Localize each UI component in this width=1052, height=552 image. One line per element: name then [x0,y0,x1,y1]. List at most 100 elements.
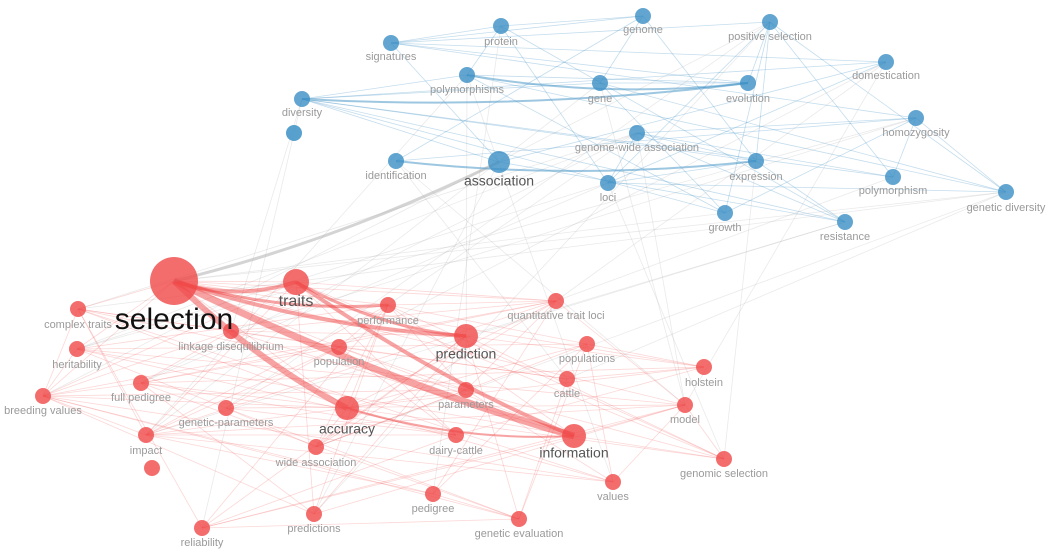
node [562,424,586,448]
node [579,336,595,352]
edge [338,61,887,348]
node [133,375,149,391]
node-label: signatures [366,51,417,63]
edge [346,407,725,460]
node [70,301,86,317]
node-label: growth [708,222,741,234]
edge [755,21,771,162]
edge [586,343,705,368]
edge [466,74,1007,193]
node-label: reliability [181,537,224,549]
edge [225,404,686,409]
edge [755,160,846,223]
edge [145,407,348,436]
edge [301,98,500,163]
node-label: protein [484,36,518,48]
node-label: traits [279,293,314,310]
node [448,427,464,443]
node-label: polymorphisms [430,84,504,96]
edge [173,191,1007,282]
edge [636,132,846,223]
node [283,269,309,295]
node [605,474,621,490]
edge [915,117,1007,193]
edge [599,82,726,214]
node-label: cattle [554,388,580,400]
edge [145,434,614,483]
node-label: information [539,445,608,461]
edge [500,25,846,223]
node-label: gene [588,93,612,105]
node [740,75,756,91]
edge [173,280,389,306]
edge [145,346,340,436]
edge [724,21,771,214]
node-label: full pedigree [111,392,171,404]
edge [173,280,557,302]
edge [301,98,757,162]
strong-edge [294,280,575,438]
node [35,388,51,404]
node [635,8,651,24]
edge [636,132,757,162]
node [335,396,359,420]
edge [77,308,348,409]
edge [201,434,457,529]
edge [315,335,467,448]
node [998,184,1014,200]
edge [395,15,644,162]
node-label: performance [357,315,419,327]
edge [313,335,467,515]
node [885,169,901,185]
node [717,205,733,221]
edge [295,281,315,515]
node [837,214,853,230]
edge [338,346,467,391]
edge [76,348,227,409]
node-label: values [597,491,629,503]
edge [599,15,644,84]
edge [145,221,846,436]
node [331,339,347,355]
edge [313,161,500,515]
node-label: heritability [52,359,102,371]
edge [390,25,502,44]
edge [201,404,686,529]
node-label: genetic diversity [967,202,1046,214]
edge [301,74,468,100]
node [308,439,324,455]
node-label: linkage disequilibrium [178,341,283,353]
edge [76,117,917,350]
node [380,297,396,313]
node-label: genome-wide association [575,142,699,154]
edge [140,382,457,436]
node [511,511,527,527]
node-label: wide association [275,457,357,469]
edge [432,300,557,495]
strong-edge [301,82,749,104]
edge [315,191,1007,448]
edge [42,395,315,515]
edge [77,308,147,436]
edge [498,161,846,223]
edge [573,435,725,460]
node-label: genetic evaluation [475,528,564,540]
node [548,293,564,309]
edge [140,366,705,384]
edge [395,117,917,162]
edge [173,280,348,409]
edge [455,366,705,436]
edge [201,435,575,529]
edge [390,42,749,84]
node [383,35,399,51]
edge [607,182,1007,193]
edge [77,308,340,348]
edge [145,300,557,436]
edge [77,308,203,529]
edge [173,280,686,406]
node [388,153,404,169]
node-label: prediction [436,346,497,362]
node [748,153,764,169]
edge [465,389,725,460]
